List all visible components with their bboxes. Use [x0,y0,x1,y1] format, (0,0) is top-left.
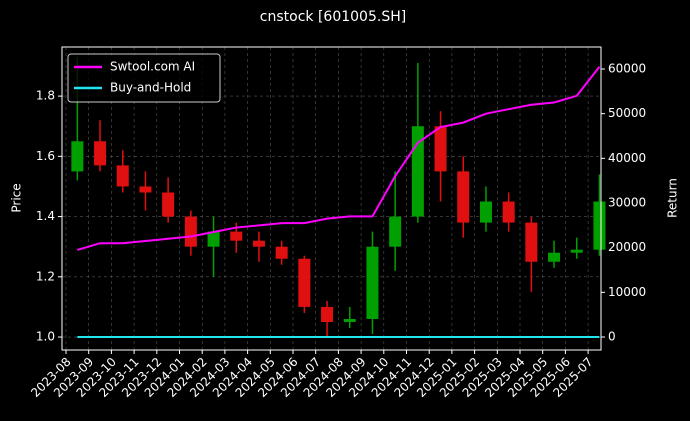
candle-body [252,240,265,247]
line-series [77,66,601,251]
y2-tick-label: 60000 [608,61,646,75]
legend: Swtool.com AI Buy-and-Hold [67,53,221,103]
candle-body [94,141,107,166]
y-tick-label: 1.4 [36,209,55,223]
legend-label: Buy-and-Hold [110,81,191,95]
y-tick-label: 1.2 [36,269,55,283]
candle-body [184,216,197,247]
candle-body [525,222,538,262]
candle-body [230,231,243,241]
plot-frame [61,46,602,351]
candle-body [366,246,379,319]
candle-body [343,318,356,322]
y2-tick-label: 0 [608,330,616,344]
y-tick-label: 1.0 [36,330,55,344]
legend-label: Swtool.com AI [110,60,195,74]
candle-body [71,141,84,172]
chart-title: cnstock [601005.SH] [260,9,406,25]
candle-body [275,246,288,259]
y-tick-label: 1.6 [36,149,55,163]
candle-body [139,186,152,193]
candle-body [457,171,470,223]
y2-axis-label: Return [666,178,680,218]
candle-body [548,252,561,262]
y2-tick-label: 30000 [608,196,646,210]
y2-tick-label: 10000 [608,285,646,299]
y2-tick-label: 20000 [608,240,646,254]
y-axis-label: Price [10,183,24,212]
y2-tick-label: 40000 [608,151,646,165]
candle-body [298,258,311,307]
candle-body [570,249,583,253]
candle-body [162,192,175,217]
y-tick-label: 1.8 [36,89,55,103]
candle-body [434,126,447,172]
candle-body [479,201,492,223]
candle-body [207,231,220,247]
candle-body [593,201,606,250]
y2-tick-label: 50000 [608,106,646,120]
legend-box [67,53,221,103]
candle-body [116,165,129,187]
candle-body [321,306,334,322]
candle-body [502,201,515,223]
candle-body [389,216,402,247]
